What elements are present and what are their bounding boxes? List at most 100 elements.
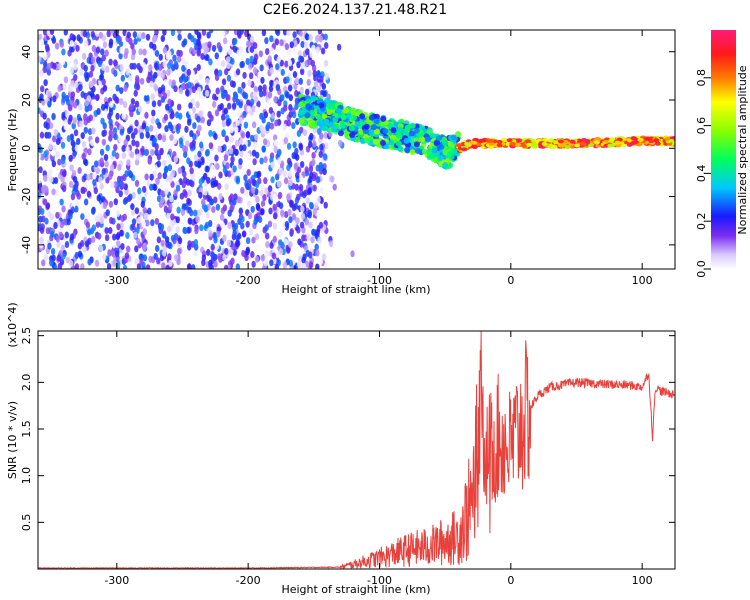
spectrogram-cell (70, 91, 76, 99)
spectrogram-cell (175, 226, 180, 234)
snr-frame (37, 330, 676, 570)
spectrogram-cell (198, 178, 204, 186)
spectrogram-cell (77, 153, 83, 161)
snr-ytick-label: 2.5 (20, 327, 33, 345)
spectrogram-cell (150, 116, 156, 124)
spectrogram-cell (291, 122, 296, 130)
spectrogram-cell (239, 137, 244, 145)
spectrogram-cell (300, 62, 305, 70)
spectrogram-cell (71, 122, 76, 130)
spectrogram-cell (67, 117, 72, 125)
spectrogram-cell (269, 47, 275, 55)
spectrogram-cell (288, 241, 293, 249)
spectrogram-cell (269, 241, 274, 249)
spectrogram-cell (109, 30, 115, 34)
spectrogram-cell (55, 235, 60, 243)
spectrogram-cell (81, 152, 86, 160)
spectrogram-cell (182, 145, 187, 153)
spectrogram-cell (295, 217, 300, 225)
spectrogram-cell (295, 171, 300, 179)
spectrogram-cell (414, 147, 421, 154)
spectrogram-cell (141, 122, 147, 130)
spectrogram-cell (77, 225, 82, 233)
spectrogram-cell (209, 30, 214, 34)
spectrogram-cell (255, 195, 260, 203)
spectrogram-cell (246, 168, 251, 176)
spectrogram-cell (90, 56, 96, 64)
spectrogram-cell (664, 136, 671, 141)
spectrogram-cell (319, 143, 324, 151)
spectrogram-cell (300, 35, 306, 43)
spectrogram-cell (39, 226, 45, 234)
spectrogram-cell (214, 154, 219, 162)
spectrogram-cell (60, 244, 66, 252)
spectrogram-cell (269, 67, 274, 75)
spectrogram-cell (114, 96, 119, 104)
spectrogram-cell (256, 77, 261, 85)
spectrogram-panel: -300 -200 -100 0 100 40 20 0 -20 -40 Height of s… (6, 29, 676, 296)
spectrogram-cell (164, 236, 170, 244)
spectrogram-cell (120, 35, 126, 43)
spectrogram-cell (653, 138, 660, 143)
spectrogram-cell (343, 107, 350, 114)
spectrogram-cell (150, 93, 155, 101)
spectrogram-cell (197, 150, 202, 158)
spectrogram-cell (221, 60, 226, 68)
spectrogram-cell (268, 85, 274, 93)
spectrogram-cell (90, 207, 96, 215)
spectrogram-cell (48, 122, 54, 130)
spectrogram-cell (147, 207, 152, 215)
spectrogram-cell (197, 124, 202, 132)
spectrogram-cell (92, 178, 97, 186)
spectrogram-cell (288, 94, 294, 102)
snr-xtick-label: -300 (104, 574, 129, 587)
spectrogram-cell (211, 93, 217, 101)
spectrogram-cell (211, 44, 217, 52)
spectrogram-cell (61, 48, 66, 56)
spectrogram-cell (272, 247, 277, 255)
spectrogram-cell (319, 132, 324, 140)
spectrogram-cell (83, 126, 88, 134)
spectrogram-cell (196, 49, 201, 57)
spectrogram-cell (189, 142, 194, 150)
spectrogram-cell (252, 67, 258, 75)
spectrogram-cell (245, 248, 250, 256)
spectrogram-cell (230, 257, 235, 265)
spectrogram-cell (323, 42, 329, 50)
spectrogram-cell (262, 89, 267, 97)
spectrogram-cell (244, 30, 249, 37)
spectrogram-cell (161, 135, 167, 143)
spectrogram-cell (293, 40, 298, 48)
spectrogram-cell (282, 170, 287, 178)
spectrogram-cell (404, 146, 411, 153)
spectrogram-cell (210, 164, 215, 172)
spectrogram-cell (108, 118, 113, 126)
spectrogram-cell (124, 252, 130, 260)
spectrogram-cell (277, 99, 282, 107)
spectrogram-cell (260, 254, 265, 262)
spectrogram-cell (222, 37, 228, 45)
spectrogram-cell (160, 239, 165, 247)
spectrogram-cell (297, 238, 302, 246)
spectrogram-cell (43, 254, 48, 262)
spectrogram-cell (308, 201, 314, 209)
spectrogram-cell (515, 142, 522, 147)
spectrogram-cell (251, 179, 256, 187)
spectrogram-cell (268, 207, 273, 215)
spectrogram-cell (299, 161, 305, 169)
spectrogram-cell (172, 137, 178, 145)
spectrogram-cell (47, 242, 52, 250)
spectrogram-cell (182, 38, 188, 46)
spectrogram-cell (198, 92, 203, 100)
spectrogram-cell (101, 63, 106, 71)
spectrogram-cell (74, 81, 79, 89)
spectrogram-cell (242, 91, 247, 99)
spectrogram-cell (260, 200, 266, 208)
spectrogram-cell (319, 75, 324, 83)
spectrogram-cell (144, 173, 149, 181)
spectrogram-cell (286, 164, 291, 172)
spectrogram-cell (241, 230, 247, 238)
spectrogram-cell (139, 132, 145, 140)
spectrogram-cell (308, 122, 315, 129)
spectrogram-cell (262, 84, 267, 92)
